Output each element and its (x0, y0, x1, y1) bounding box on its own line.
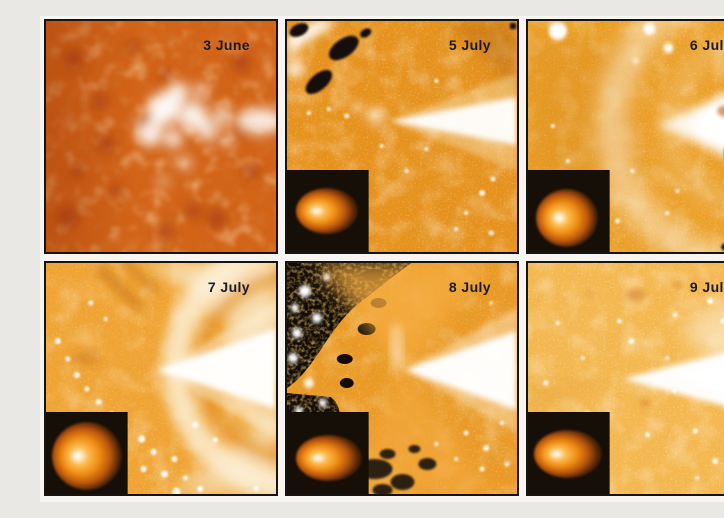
date-label: 7 July (207, 279, 250, 295)
star-dots (434, 301, 510, 472)
observation-image-6-july (528, 21, 724, 252)
panel-5-july: 5 July (285, 19, 519, 254)
dust-tail-wedge (622, 352, 724, 406)
date-label: 3 June (203, 37, 250, 53)
dust-tail-wedge (157, 303, 276, 438)
dust-tail-wedge (389, 73, 517, 171)
observation-image-5-july (287, 21, 517, 252)
panel-6-july: 6 July (526, 19, 724, 254)
observation-image-9-july (528, 263, 724, 494)
dark-artifacts (721, 243, 724, 251)
panel-3-june: 3 June (44, 19, 278, 254)
panel-7-july: 7 July (44, 261, 278, 496)
panel-9-july: 9 July (526, 261, 724, 496)
dust-tail-wedge (657, 94, 724, 156)
panel-8-july: 8 July (285, 261, 519, 496)
date-label: 9 July (689, 279, 724, 295)
date-label: 6 July (689, 37, 724, 53)
comet-coma-inset (287, 412, 369, 494)
comet-coma-inset (528, 412, 610, 494)
panel-grid: 3 June (44, 19, 724, 496)
comet-coma-inset (528, 170, 610, 252)
bright-blobs (548, 22, 674, 64)
date-label: 8 July (448, 279, 491, 295)
observation-image-7-july (46, 263, 276, 494)
dark-streaks (94, 263, 160, 313)
comet-observation-montage: 3 June (40, 16, 724, 502)
date-label: 5 July (448, 37, 491, 53)
star-dots (306, 79, 496, 236)
bright-streaks (287, 21, 382, 122)
comet-coma-inset (287, 170, 369, 252)
comet-coma-inset (46, 412, 128, 494)
observation-image-8-july (287, 263, 517, 494)
dust-tail-wedge (404, 308, 517, 433)
rust-smudges (586, 281, 682, 408)
dark-artifacts (289, 23, 517, 94)
observation-image-3-june (46, 21, 276, 252)
